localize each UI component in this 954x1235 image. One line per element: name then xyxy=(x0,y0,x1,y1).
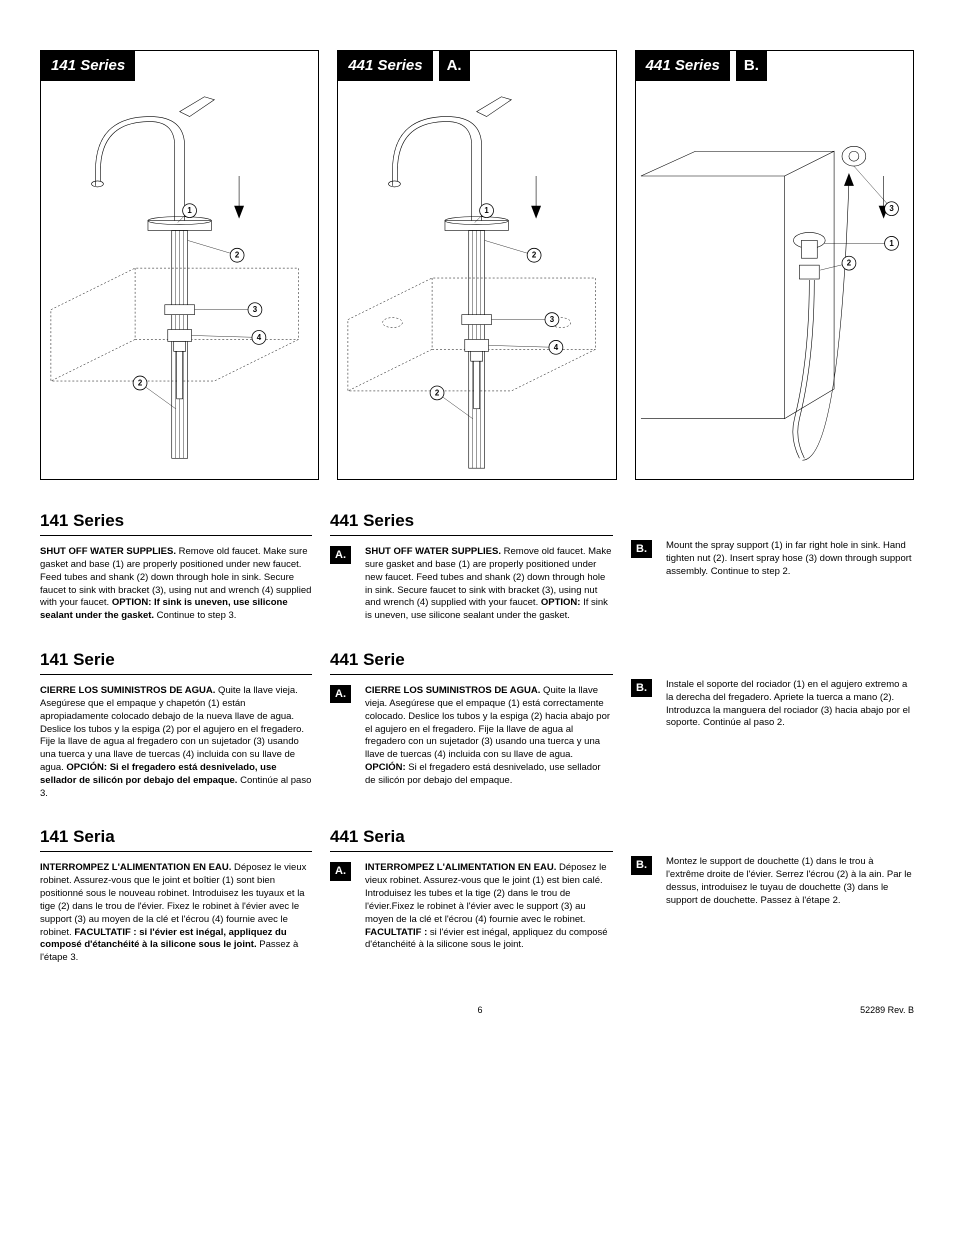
language-section: 141 Series SHUT OFF WATER SUPPLIES. Remov… xyxy=(40,510,914,623)
header-letter-b: B. xyxy=(736,51,767,81)
col-441-b: B. Montez le support de douchette (1) dan… xyxy=(631,826,914,965)
header-tag-141: 141 Series xyxy=(41,51,135,81)
step-b-text: Mount the spray support (1) in far right… xyxy=(666,540,914,578)
faucet-diagram-141: 1 2 3 4 2 xyxy=(41,81,318,479)
callouts-141 xyxy=(140,211,259,409)
svg-text:1: 1 xyxy=(187,206,192,215)
step-b-text: Instale el soporte del rociador (1) en e… xyxy=(666,679,914,730)
diagram-header: 141 Series xyxy=(41,51,135,81)
step-a-text: CIERRE LOS SUMINISTROS DE AGUA. Quite la… xyxy=(365,685,613,788)
step-label-b: B. xyxy=(631,856,652,874)
header-letter-a: A. xyxy=(439,51,470,81)
heading-441: 441 Serie xyxy=(330,649,613,675)
svg-text:2: 2 xyxy=(138,379,143,388)
col-441-b: B. Mount the spray support (1) in far rig… xyxy=(631,510,914,623)
col-441-b: B. Instale el soporte del rociador (1) en… xyxy=(631,649,914,800)
step-b: B. Montez le support de douchette (1) dan… xyxy=(631,856,914,907)
heading-141: 141 Series xyxy=(40,510,312,536)
diagram-441b: 441 Series B. xyxy=(635,50,914,480)
svg-text:2: 2 xyxy=(435,388,440,397)
text-141: CIERRE LOS SUMINISTROS DE AGUA. Quite la… xyxy=(40,685,312,800)
col-141: 141 Serie CIERRE LOS SUMINISTROS DE AGUA.… xyxy=(40,649,312,800)
step-label-a: A. xyxy=(330,862,351,880)
heading-441: 441 Series xyxy=(330,510,613,536)
step-a: A. INTERROMPEZ L'ALIMENTATION EN EAU. Dép… xyxy=(330,862,613,952)
col-441: 441 Seria A. INTERROMPEZ L'ALIMENTATION EN… xyxy=(330,826,914,965)
svg-text:4: 4 xyxy=(257,333,262,342)
text-141: INTERROMPEZ L'ALIMENTATION EN EAU. Dépos… xyxy=(40,862,312,965)
step-a-text: SHUT OFF WATER SUPPLIES. Remove old fauc… xyxy=(365,546,613,623)
col-441-a: 441 Seria A. INTERROMPEZ L'ALIMENTATION EN… xyxy=(330,826,613,965)
svg-text:4: 4 xyxy=(554,343,559,352)
step-a: A. SHUT OFF WATER SUPPLIES. Remove old fa… xyxy=(330,546,613,623)
step-a-text: INTERROMPEZ L'ALIMENTATION EN EAU. Dépos… xyxy=(365,862,613,952)
step-label-b: B. xyxy=(631,679,652,697)
step-label-b: B. xyxy=(631,540,652,558)
header-tag-441b: 441 Series xyxy=(636,51,730,81)
col-141: 141 Series SHUT OFF WATER SUPPLIES. Remov… xyxy=(40,510,312,623)
faucet-diagram-441a: 1 2 3 4 2 xyxy=(338,81,615,479)
doc-id: 52289 Rev. B xyxy=(860,1005,914,1017)
col-441-a: 441 Series A. SHUT OFF WATER SUPPLIES. Rem… xyxy=(330,510,613,623)
step-b-text: Montez le support de douchette (1) dans … xyxy=(666,856,914,907)
col-441-a: 441 Serie A. CIERRE LOS SUMINISTROS DE AGU… xyxy=(330,649,613,800)
heading-141: 141 Seria xyxy=(40,826,312,852)
diagram-441a: 441 Series A. xyxy=(337,50,616,480)
header-tag-441a: 441 Series xyxy=(338,51,432,81)
step-b: B. Instale el soporte del rociador (1) en… xyxy=(631,679,914,730)
heading-441: 441 Seria xyxy=(330,826,613,852)
diagram-header: 441 Series B. xyxy=(636,51,767,81)
faucet-diagram-441b: 3 1 2 xyxy=(636,81,913,479)
svg-text:1: 1 xyxy=(485,206,490,215)
svg-text:1: 1 xyxy=(889,239,894,248)
diagrams-row: 141 Series xyxy=(40,50,914,480)
language-section: 141 Serie CIERRE LOS SUMINISTROS DE AGUA.… xyxy=(40,649,914,800)
svg-text:3: 3 xyxy=(253,305,258,314)
text-sections: 141 Series SHUT OFF WATER SUPPLIES. Remov… xyxy=(40,510,914,965)
svg-text:3: 3 xyxy=(889,204,894,213)
text-141: SHUT OFF WATER SUPPLIES. Remove old fauc… xyxy=(40,546,312,623)
page-number: 6 xyxy=(100,1005,860,1017)
svg-text:2: 2 xyxy=(846,259,851,268)
language-section: 141 Seria INTERROMPEZ L'ALIMENTATION EN E… xyxy=(40,826,914,965)
col-441: 441 Series A. SHUT OFF WATER SUPPLIES. Rem… xyxy=(330,510,914,623)
svg-text:2: 2 xyxy=(532,251,537,260)
step-label-a: A. xyxy=(330,546,351,564)
step-label-a: A. xyxy=(330,685,351,703)
diagram-header: 441 Series A. xyxy=(338,51,469,81)
col-441: 441 Serie A. CIERRE LOS SUMINISTROS DE AGU… xyxy=(330,649,914,800)
heading-141: 141 Serie xyxy=(40,649,312,675)
page-footer: 6 52289 Rev. B xyxy=(40,1005,914,1017)
svg-text:3: 3 xyxy=(550,315,555,324)
col-141: 141 Seria INTERROMPEZ L'ALIMENTATION EN E… xyxy=(40,826,312,965)
svg-text:2: 2 xyxy=(235,251,240,260)
diagram-141: 141 Series xyxy=(40,50,319,480)
step-b: B. Mount the spray support (1) in far rig… xyxy=(631,540,914,578)
step-a: A. CIERRE LOS SUMINISTROS DE AGUA. Quite … xyxy=(330,685,613,788)
